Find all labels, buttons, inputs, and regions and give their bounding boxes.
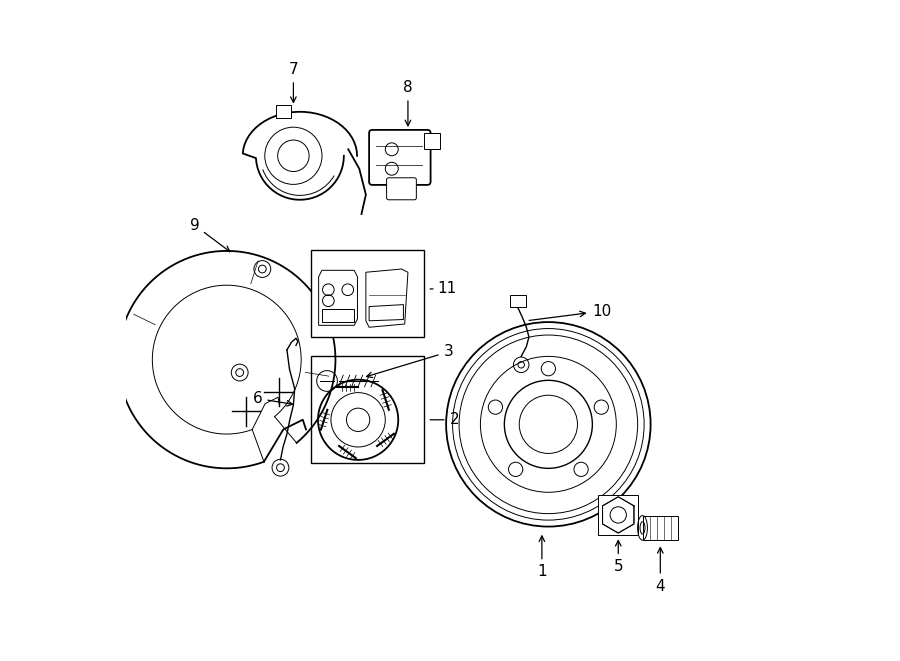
Text: 4: 4 bbox=[655, 547, 665, 594]
Bar bbox=[510, 295, 526, 307]
FancyBboxPatch shape bbox=[598, 495, 638, 535]
Text: 8: 8 bbox=[403, 81, 413, 126]
Text: 9: 9 bbox=[190, 217, 230, 252]
Circle shape bbox=[276, 464, 284, 471]
Text: 10: 10 bbox=[529, 303, 612, 321]
Text: 1: 1 bbox=[537, 536, 546, 580]
Text: 6: 6 bbox=[253, 391, 292, 406]
Bar bbox=[310, 356, 424, 463]
FancyBboxPatch shape bbox=[369, 130, 430, 185]
FancyBboxPatch shape bbox=[424, 133, 440, 149]
Text: 2: 2 bbox=[450, 412, 460, 427]
Text: 7: 7 bbox=[289, 62, 298, 102]
Text: 5: 5 bbox=[614, 541, 623, 574]
Bar bbox=[643, 516, 678, 540]
Bar bbox=[276, 106, 292, 118]
Bar bbox=[310, 250, 424, 337]
FancyBboxPatch shape bbox=[387, 178, 417, 200]
Text: 3: 3 bbox=[366, 344, 454, 377]
Text: 11: 11 bbox=[437, 282, 456, 296]
